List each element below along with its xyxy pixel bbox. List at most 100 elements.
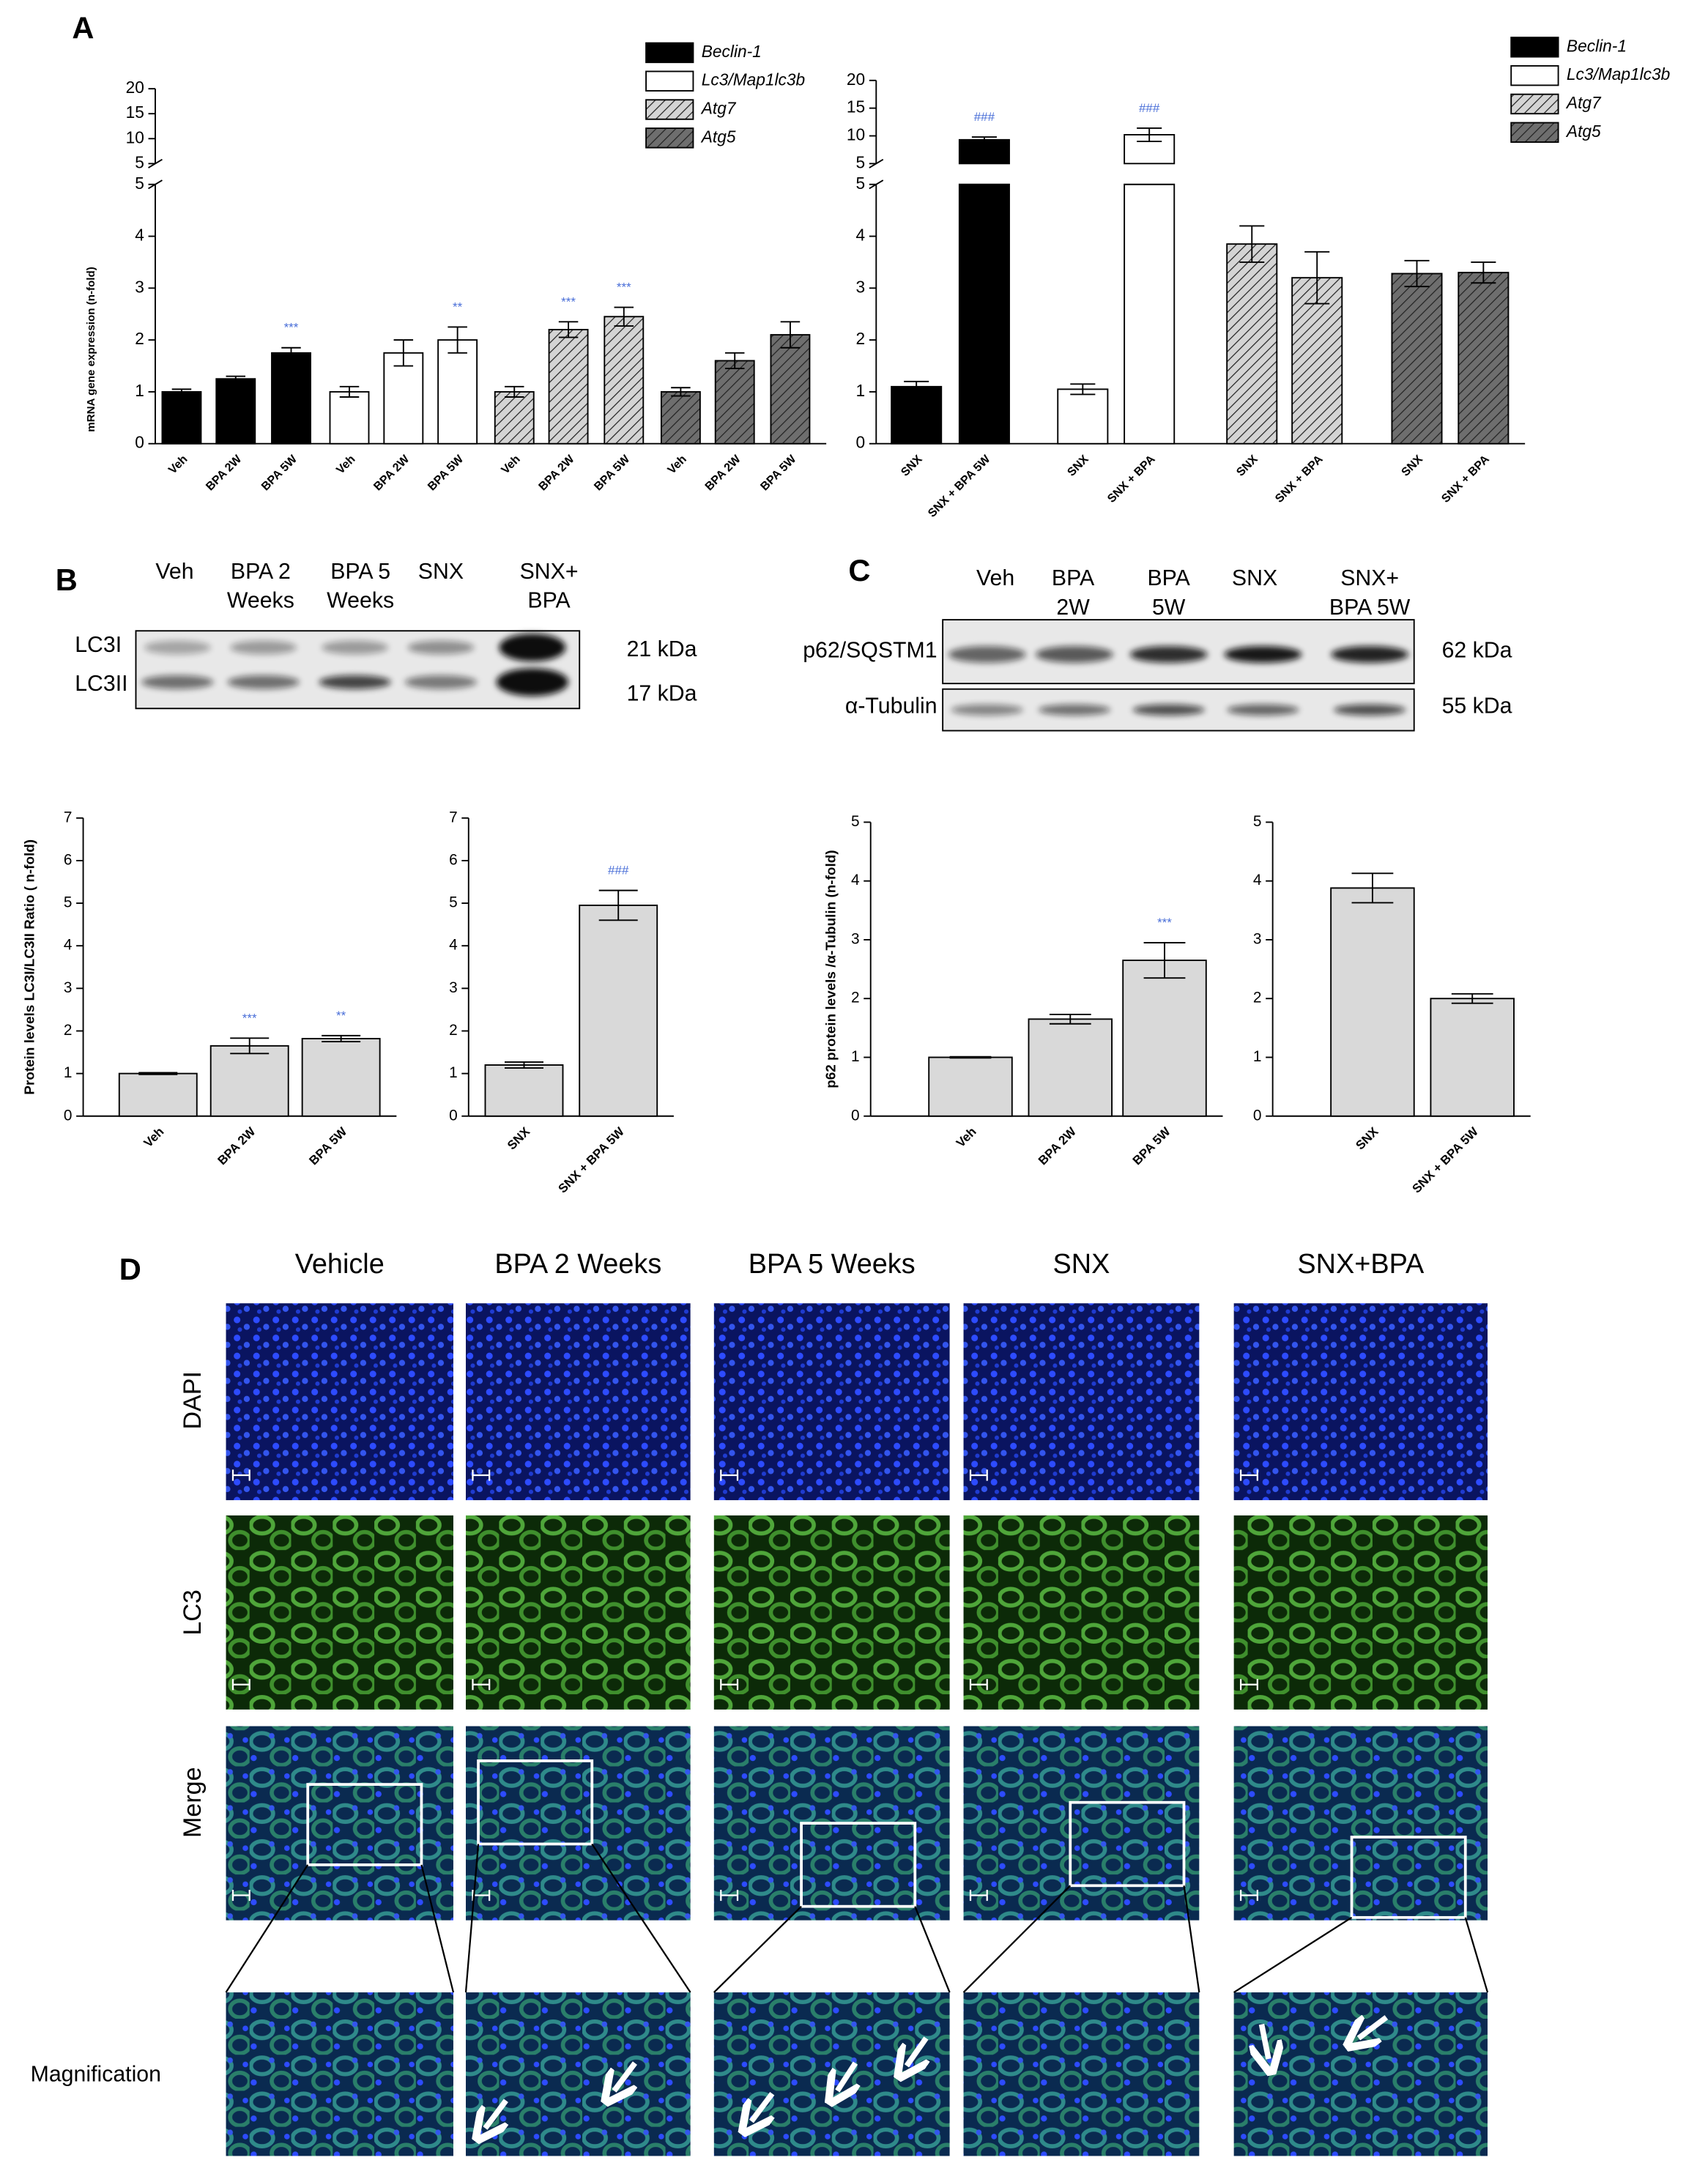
- error-bar: [1049, 1013, 1091, 1025]
- blot-band: [1035, 646, 1113, 663]
- legend-swatch: [645, 99, 694, 120]
- y-tick-label: 3: [851, 930, 860, 947]
- column-label: Vehicle: [295, 1249, 385, 1280]
- x-tick-label: BPA 5W: [259, 452, 300, 493]
- micrograph: [466, 1726, 691, 1921]
- x-tick-label: Veh: [499, 453, 523, 477]
- lane-label: Weeks: [327, 589, 394, 613]
- y-tick-label: 15: [126, 103, 144, 122]
- error-bar: [281, 346, 301, 359]
- legend-label: Beclin-1: [1567, 36, 1627, 55]
- y-tick-label: 1: [856, 381, 866, 400]
- arrow: [837, 2061, 855, 2091]
- significance-label: ***: [242, 1011, 257, 1025]
- error-bar: [505, 385, 524, 398]
- y-tick-label: 4: [1253, 872, 1262, 888]
- error-bar: [1351, 872, 1394, 904]
- column-label: SNX: [1053, 1249, 1110, 1280]
- y-tick-label: 4: [64, 937, 73, 954]
- lane-label: SNX+: [520, 560, 579, 584]
- y-tick-label: 2: [1253, 990, 1262, 1006]
- bar: [1391, 272, 1443, 445]
- row-label: DAPI: [179, 1371, 207, 1430]
- micrograph: [466, 1303, 691, 1501]
- error-bar: [780, 321, 801, 349]
- lane-label: BPA 5: [330, 560, 390, 584]
- error-bar: [614, 306, 634, 327]
- significance-label: ###: [608, 864, 629, 878]
- micrograph: [963, 1303, 1200, 1501]
- y-tick-label: 15: [847, 97, 865, 116]
- x-tick-label: SNX + BPA: [1104, 452, 1157, 505]
- legend-swatch: [1510, 64, 1559, 86]
- y-tick-label: 20: [847, 70, 865, 89]
- legend-label: Beclin-1: [702, 42, 762, 61]
- x-tick-label: Veh: [141, 1124, 167, 1150]
- magnified-image: [1233, 1992, 1488, 2156]
- bar: [209, 1045, 289, 1117]
- x-tick-label: SNX: [1065, 453, 1091, 479]
- x-tick-label: BPA 2W: [371, 452, 412, 493]
- zoom-box: [800, 1822, 917, 1908]
- bar: [958, 138, 1010, 445]
- magnified-image: [963, 1992, 1200, 2156]
- bar: [1226, 243, 1278, 445]
- error-bar: [322, 1034, 361, 1042]
- error-bar: [138, 1072, 178, 1075]
- blot-band: [1132, 704, 1205, 716]
- lane-label: BPA 5W: [1329, 596, 1411, 620]
- y-tick-label: 3: [64, 979, 73, 996]
- legend-swatch: [1510, 122, 1559, 143]
- blot-band: [227, 675, 300, 689]
- y-tick-label: 5: [449, 894, 458, 911]
- x-tick-label: BPA 2W: [204, 452, 245, 493]
- y-tick-label: 3: [135, 277, 144, 296]
- scale-bar: [472, 1889, 491, 1902]
- micrograph: [963, 1515, 1200, 1710]
- arrow: [751, 2091, 772, 2121]
- x-tick-label: SNX: [1399, 453, 1425, 479]
- lane-label: BPA: [527, 589, 571, 613]
- bar: [301, 1037, 381, 1117]
- row-label: p62/SQSTM1: [803, 639, 937, 663]
- legend-swatch: [1510, 37, 1559, 58]
- bar: [891, 385, 943, 445]
- error-bar: [598, 889, 638, 921]
- column-label: BPA 2 Weeks: [494, 1249, 661, 1280]
- error-bar: [724, 352, 745, 370]
- zoom-box: [1069, 1800, 1186, 1888]
- error-bar: [671, 387, 691, 397]
- size-label: 17 kDa: [627, 681, 697, 705]
- legend-swatch: [1510, 93, 1559, 115]
- significance-label: ###: [974, 110, 995, 124]
- y-tick-label: 4: [851, 872, 860, 888]
- x-tick-label: Veh: [665, 453, 689, 477]
- bar: [329, 390, 370, 445]
- zoom-box: [477, 1759, 594, 1846]
- y-tick-label: 5: [851, 813, 860, 830]
- scale-bar: [720, 1889, 739, 1902]
- legend-swatch: [645, 127, 694, 149]
- y-tick-label: 5: [856, 152, 866, 171]
- y-tick-label: 1: [64, 1064, 73, 1081]
- error-bar: [1304, 251, 1330, 305]
- significance-label: ***: [617, 281, 631, 294]
- y-tick-label: 4: [449, 937, 458, 954]
- y-tick-label: 10: [847, 125, 865, 144]
- y-axis-label: mRNA gene expression (n-fold): [85, 267, 97, 432]
- micrograph: [466, 1515, 691, 1710]
- legend-label: Atg5: [1565, 122, 1601, 141]
- bar: [1458, 272, 1510, 445]
- bar: [161, 390, 202, 445]
- legend-label: Atg5: [700, 127, 736, 146]
- bar: [1124, 134, 1176, 445]
- size-label: 21 kDa: [627, 637, 697, 661]
- micrograph: [1233, 1303, 1488, 1501]
- bar: [271, 352, 311, 445]
- zoom-lines: [464, 1843, 691, 1993]
- scale-bar: [1239, 1889, 1258, 1902]
- x-tick-label: BPA 5W: [306, 1124, 350, 1168]
- y-tick-label: 10: [126, 127, 144, 146]
- zoom-lines: [225, 1864, 455, 1993]
